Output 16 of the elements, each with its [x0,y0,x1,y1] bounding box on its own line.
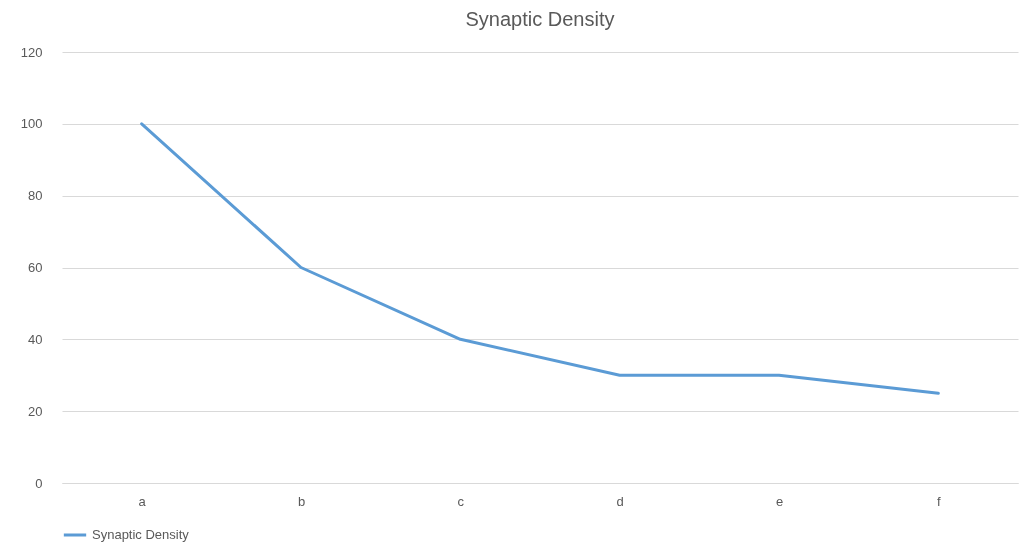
y-tick-label: 40 [28,331,43,347]
x-tick-label: a [138,493,147,509]
y-tick-label: 20 [28,403,43,419]
x-tick-label: b [297,493,306,509]
y-tick-label: 60 [28,260,43,275]
y-tick-label: 100 [20,116,43,132]
y-tick-label: 120 [20,44,43,60]
x-tick-label: f [937,493,942,509]
y-tick-label: 0 [35,475,43,491]
chart-title: Synaptic Density [465,8,615,30]
x-tick-label: e [775,493,784,509]
legend-label: Synaptic Density [92,527,190,542]
x-tick-label: c [457,493,465,509]
line-series [140,122,940,395]
x-tick-label: d [616,493,624,509]
y-tick-label: 80 [28,188,43,204]
